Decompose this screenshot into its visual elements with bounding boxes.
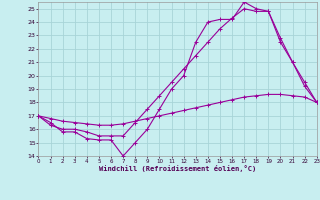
X-axis label: Windchill (Refroidissement éolien,°C): Windchill (Refroidissement éolien,°C) bbox=[99, 165, 256, 172]
